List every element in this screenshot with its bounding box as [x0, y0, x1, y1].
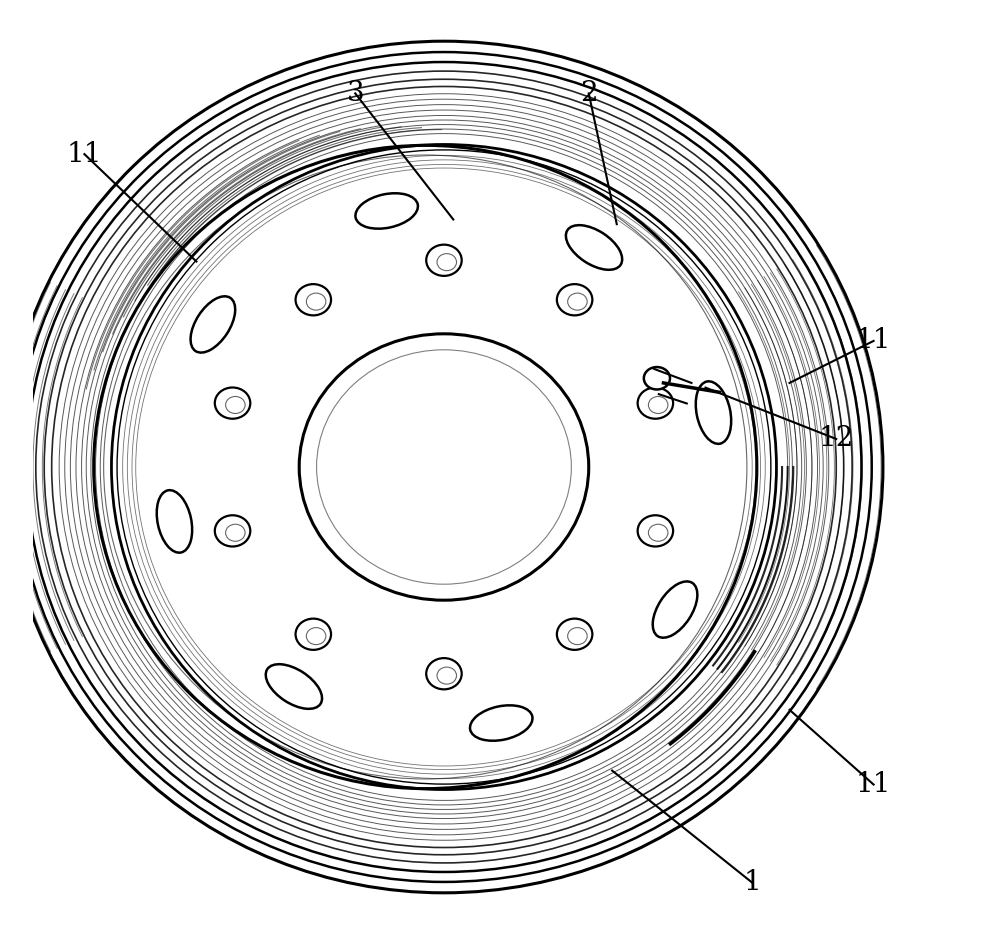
Ellipse shape: [191, 296, 235, 353]
Text: 12: 12: [819, 426, 854, 452]
Text: 11: 11: [67, 141, 102, 167]
Text: 2: 2: [580, 80, 598, 106]
Text: 1: 1: [743, 870, 761, 896]
Ellipse shape: [653, 581, 697, 638]
Ellipse shape: [157, 490, 192, 553]
Ellipse shape: [266, 664, 322, 709]
Ellipse shape: [566, 225, 622, 270]
Ellipse shape: [355, 193, 418, 229]
Text: 11: 11: [856, 771, 891, 798]
Text: 3: 3: [346, 80, 364, 106]
Ellipse shape: [696, 381, 731, 444]
Text: 11: 11: [856, 328, 891, 354]
Ellipse shape: [470, 705, 533, 741]
Ellipse shape: [644, 367, 670, 389]
